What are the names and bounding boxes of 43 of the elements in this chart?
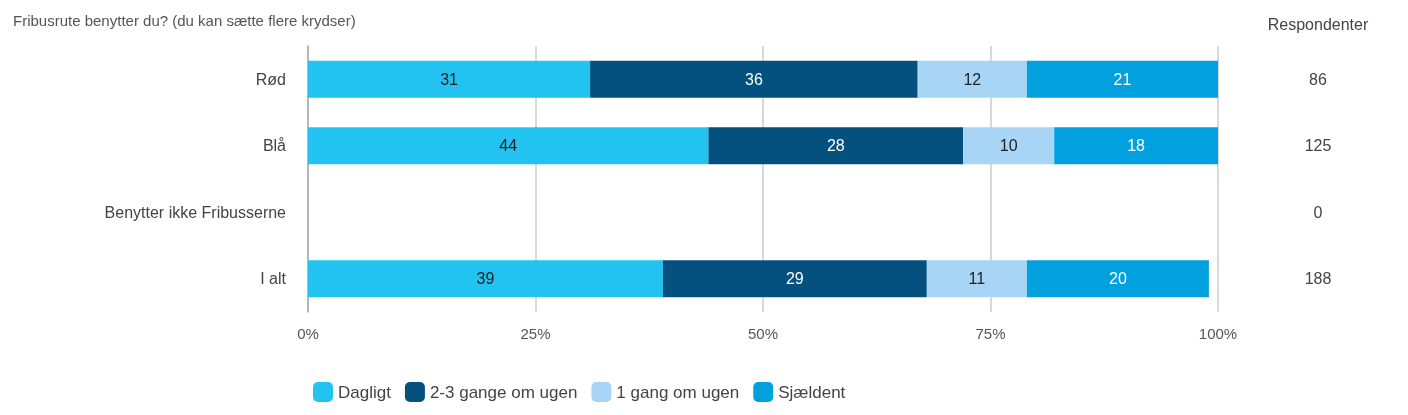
- bar: [917, 60, 1027, 98]
- data-label: 31: [440, 70, 459, 88]
- y-tick-label: Blå: [262, 137, 287, 155]
- text: 125: [1304, 137, 1332, 155]
- data-label: 29: [785, 270, 804, 288]
- data-label: 28: [826, 137, 845, 155]
- bar: [308, 260, 663, 298]
- bar: [926, 260, 1027, 298]
- data-label: 44: [499, 137, 518, 155]
- legend-label: Dagligt: [338, 382, 392, 402]
- legend-label: Sjældent: [778, 382, 846, 402]
- data-label: 21: [1113, 70, 1132, 88]
- bar: [662, 260, 927, 298]
- x-tick-label: 0%: [297, 325, 319, 342]
- y-tick-label: I alt: [260, 270, 287, 288]
- data-label: 36: [745, 70, 763, 88]
- data-label: 10: [999, 137, 1018, 155]
- bar: [1054, 127, 1218, 165]
- text: 188: [1304, 270, 1332, 288]
- data-label: 11: [968, 270, 986, 288]
- bar: [963, 127, 1055, 165]
- text: Respondenter: [1267, 15, 1369, 33]
- text: 86: [1309, 70, 1327, 88]
- y-tick-label: Benytter ikke Fribusserne: [104, 203, 287, 221]
- y-tick-label: Rød: [255, 70, 286, 88]
- data-label: 18: [1127, 137, 1146, 155]
- x-tick-label: 50%: [747, 325, 779, 342]
- text: 0: [1313, 203, 1323, 221]
- x-tick-label: 75%: [975, 325, 1006, 342]
- data-label: 20: [1109, 270, 1127, 288]
- bar: [308, 60, 591, 98]
- data-label: 12: [963, 70, 982, 88]
- text: Fribusrute benytter du? (du kan sætte flere krydser): [13, 12, 356, 29]
- legend-label: 1 gang om ugen: [616, 382, 740, 402]
- x-tick-label: 25%: [520, 325, 551, 342]
- legend-label: 2-3 gange om ugen: [429, 382, 578, 402]
- data-label: 39: [476, 270, 495, 288]
- bar: [590, 60, 918, 98]
- bar: [1026, 60, 1218, 98]
- bar: [708, 127, 964, 165]
- bar: [1026, 260, 1209, 298]
- bar: [308, 127, 709, 165]
- x-tick-label: 100%: [1198, 325, 1238, 342]
